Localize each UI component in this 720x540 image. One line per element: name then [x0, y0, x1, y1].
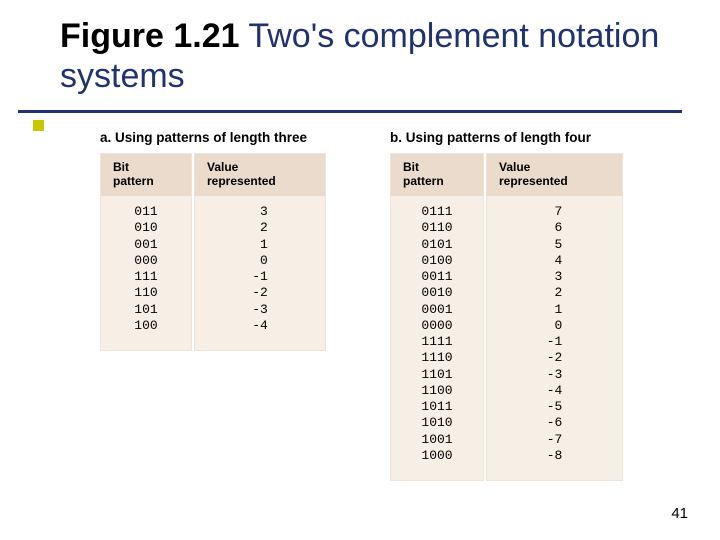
table-cell: -3 [195, 302, 325, 318]
table-cell: 000 [101, 253, 191, 269]
table-cell: 1000 [391, 448, 483, 464]
table-cell: 011 [101, 204, 191, 220]
panel-b-col-bit: Bit pattern 0111011001010100001100100001… [390, 153, 484, 481]
panel-b-bit-body: 0111011001010100001100100001000011111110… [391, 196, 483, 480]
table-cell: 4 [487, 253, 622, 269]
table-cell: -2 [487, 350, 622, 366]
content-area: a. Using patterns of length three Bit pa… [100, 130, 660, 481]
table-cell: 3 [487, 269, 622, 285]
table-cell: 110 [101, 285, 191, 301]
table-cell: 100 [101, 318, 191, 334]
panel-a-subtitle: a. Using patterns of length three [100, 130, 330, 145]
table-cell: 1011 [391, 399, 483, 415]
panel-b-val-body: 7 6 5 4 3 2 1 0-1-2-3-4-5-6-7-8 [487, 196, 622, 480]
table-cell: 2 [195, 220, 325, 236]
table-cell: 2 [487, 285, 622, 301]
panel-b-val-header: Value represented [487, 154, 622, 196]
table-cell: 7 [487, 204, 622, 220]
slide-title: Figure 1.21 Two's complement notation sy… [60, 16, 690, 96]
table-cell: 6 [487, 220, 622, 236]
table-cell: 0 [195, 253, 325, 269]
table-cell: 0111 [391, 204, 483, 220]
title-underline [18, 110, 682, 113]
table-cell: 010 [101, 220, 191, 236]
panel-a-bit-header: Bit pattern [101, 154, 191, 196]
table-cell: 0101 [391, 237, 483, 253]
table-cell: 1111 [391, 334, 483, 350]
table-cell: 001 [101, 237, 191, 253]
table-cell: -7 [487, 432, 622, 448]
panel-b: b. Using patterns of length four Bit pat… [390, 130, 630, 481]
figure-label: Figure 1.21 [60, 17, 240, 55]
table-cell: -4 [487, 383, 622, 399]
panel-a-val-body: 3 2 1 0-1-2-3-4 [195, 196, 325, 350]
table-cell: 0011 [391, 269, 483, 285]
panel-b-bit-header: Bit pattern [391, 154, 483, 196]
panel-b-subtitle: b. Using patterns of length four [390, 130, 630, 145]
bullet-icon [33, 120, 44, 131]
table-cell: 0110 [391, 220, 483, 236]
panel-a-col-val: Value represented 3 2 1 0-1-2-3-4 [194, 153, 326, 351]
table-cell: -2 [195, 285, 325, 301]
table-cell: -1 [195, 269, 325, 285]
table-cell: 0100 [391, 253, 483, 269]
table-cell: 1 [487, 302, 622, 318]
table-cell: -4 [195, 318, 325, 334]
table-cell: 1001 [391, 432, 483, 448]
title-text: Figure 1.21 Two's complement notation sy… [60, 16, 690, 96]
table-cell: 1101 [391, 367, 483, 383]
table-cell: 0001 [391, 302, 483, 318]
table-cell: -1 [487, 334, 622, 350]
panel-b-col-val: Value represented 7 6 5 4 3 2 1 0-1-2-3-… [486, 153, 623, 481]
table-cell: 5 [487, 237, 622, 253]
table-cell: 1100 [391, 383, 483, 399]
table-cell: 1110 [391, 350, 483, 366]
table-cell: 101 [101, 302, 191, 318]
table-cell: 111 [101, 269, 191, 285]
table-cell: 1 [195, 237, 325, 253]
table-cell: 3 [195, 204, 325, 220]
table-cell: 0 [487, 318, 622, 334]
table-cell: -8 [487, 448, 622, 464]
table-cell: -3 [487, 367, 622, 383]
table-cell: 1010 [391, 415, 483, 431]
panel-a-col-bit: Bit pattern 011010001000111110101100 [100, 153, 192, 351]
page-number: 41 [671, 505, 688, 522]
panel-a-bit-body: 011010001000111110101100 [101, 196, 191, 350]
panel-a-val-header: Value represented [195, 154, 325, 196]
table-cell: 0010 [391, 285, 483, 301]
panel-b-table: Bit pattern 0111011001010100001100100001… [390, 153, 630, 481]
panel-a: a. Using patterns of length three Bit pa… [100, 130, 330, 481]
table-cell: 0000 [391, 318, 483, 334]
table-cell: -5 [487, 399, 622, 415]
panel-a-table: Bit pattern 011010001000111110101100 Val… [100, 153, 330, 351]
table-cell: -6 [487, 415, 622, 431]
